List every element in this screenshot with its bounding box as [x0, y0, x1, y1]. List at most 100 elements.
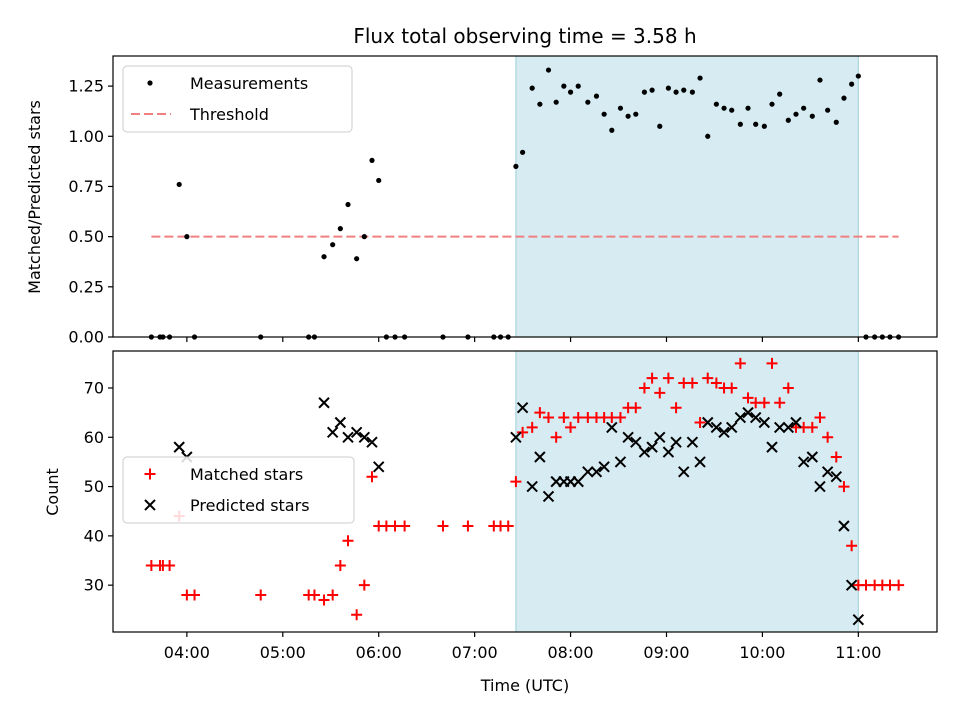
data-point — [337, 226, 343, 232]
data-point — [510, 476, 522, 488]
data-point — [369, 157, 375, 163]
data-point — [718, 426, 730, 439]
y-tick-label: 1.00 — [68, 127, 104, 146]
legend-box — [122, 456, 355, 524]
data-point — [543, 412, 555, 424]
data-point — [774, 397, 786, 409]
data-point — [773, 421, 786, 434]
data-point — [606, 421, 618, 434]
data-point — [462, 520, 474, 532]
data-point — [806, 421, 818, 433]
data-point — [841, 95, 847, 101]
data-point — [678, 466, 690, 478]
y-tick-label: 70 — [84, 378, 104, 397]
y-tick-label: 1.25 — [68, 77, 104, 96]
data-point — [814, 412, 826, 424]
data-point — [342, 535, 354, 547]
data-point — [758, 416, 771, 429]
data-point — [513, 163, 519, 169]
data-point — [598, 461, 610, 473]
data-point — [565, 421, 577, 433]
data-point — [558, 412, 570, 424]
data-point — [734, 411, 747, 424]
data-point — [686, 436, 699, 448]
data-point — [389, 520, 401, 532]
y-tick-label: 30 — [84, 576, 104, 595]
observing-span — [515, 350, 859, 633]
legend-label: Matched stars — [190, 465, 303, 484]
data-point — [766, 441, 778, 453]
data-point — [838, 481, 850, 493]
data-point — [638, 382, 650, 394]
y-tick-label: 0.00 — [68, 328, 104, 347]
x-tick-label: 10:00 — [739, 643, 785, 662]
legend-label: Threshold — [189, 105, 269, 124]
data-point — [830, 451, 842, 463]
data-point — [697, 75, 703, 81]
data-point — [529, 85, 535, 91]
data-point — [646, 441, 658, 453]
data-point — [849, 81, 855, 87]
data-point — [585, 99, 591, 105]
chart-title: Flux total observing time = 3.58 h — [353, 24, 696, 48]
y-tick-label: 0.75 — [68, 177, 104, 196]
data-point — [830, 471, 842, 483]
bottom-y-axis-label: Count — [43, 468, 62, 516]
data-point — [550, 431, 562, 443]
data-point — [710, 421, 723, 434]
data-point — [622, 431, 634, 443]
data-point — [609, 127, 615, 133]
data-point — [766, 357, 778, 369]
legend-label: Predicted stars — [190, 496, 310, 515]
data-point — [614, 456, 627, 468]
x-axis-label: Time (UTC) — [480, 676, 569, 695]
data-point — [582, 466, 594, 478]
data-point — [502, 520, 514, 532]
data-point — [326, 426, 339, 439]
data-point — [516, 401, 529, 414]
data-point — [641, 89, 648, 95]
data-point — [255, 589, 267, 601]
data-point — [617, 105, 624, 111]
data-point — [809, 113, 815, 119]
data-point — [517, 426, 529, 438]
data-point — [590, 466, 603, 478]
data-point — [625, 113, 631, 119]
data-point — [670, 402, 682, 414]
data-point — [665, 85, 672, 91]
data-point — [334, 416, 347, 429]
data-point — [542, 490, 555, 503]
data-point — [846, 540, 858, 552]
data-point — [758, 397, 770, 409]
data-point — [797, 456, 810, 468]
axes-frame — [112, 55, 938, 338]
data-point — [726, 382, 738, 394]
data-point — [806, 451, 819, 463]
data-point — [189, 589, 201, 601]
data-point — [777, 91, 783, 97]
data-point — [825, 107, 831, 113]
data-point — [630, 402, 642, 414]
data-point — [358, 431, 371, 443]
data-point — [526, 480, 538, 493]
series-matched-stars — [145, 357, 905, 621]
data-point — [520, 149, 526, 155]
data-point — [654, 431, 666, 443]
data-point — [745, 105, 751, 111]
data-point — [694, 456, 706, 468]
data-point — [510, 431, 522, 443]
y-tick-label: 50 — [84, 477, 104, 496]
data-point — [361, 234, 367, 240]
data-point — [729, 107, 735, 113]
data-point — [649, 87, 655, 93]
data-point — [633, 111, 639, 117]
data-point — [702, 416, 714, 429]
data-point — [833, 119, 839, 125]
data-point — [351, 609, 363, 621]
data-point — [662, 446, 675, 458]
data-point — [694, 416, 706, 428]
y-tick-label: 40 — [84, 526, 104, 545]
data-point — [321, 254, 327, 260]
data-point — [705, 133, 711, 139]
